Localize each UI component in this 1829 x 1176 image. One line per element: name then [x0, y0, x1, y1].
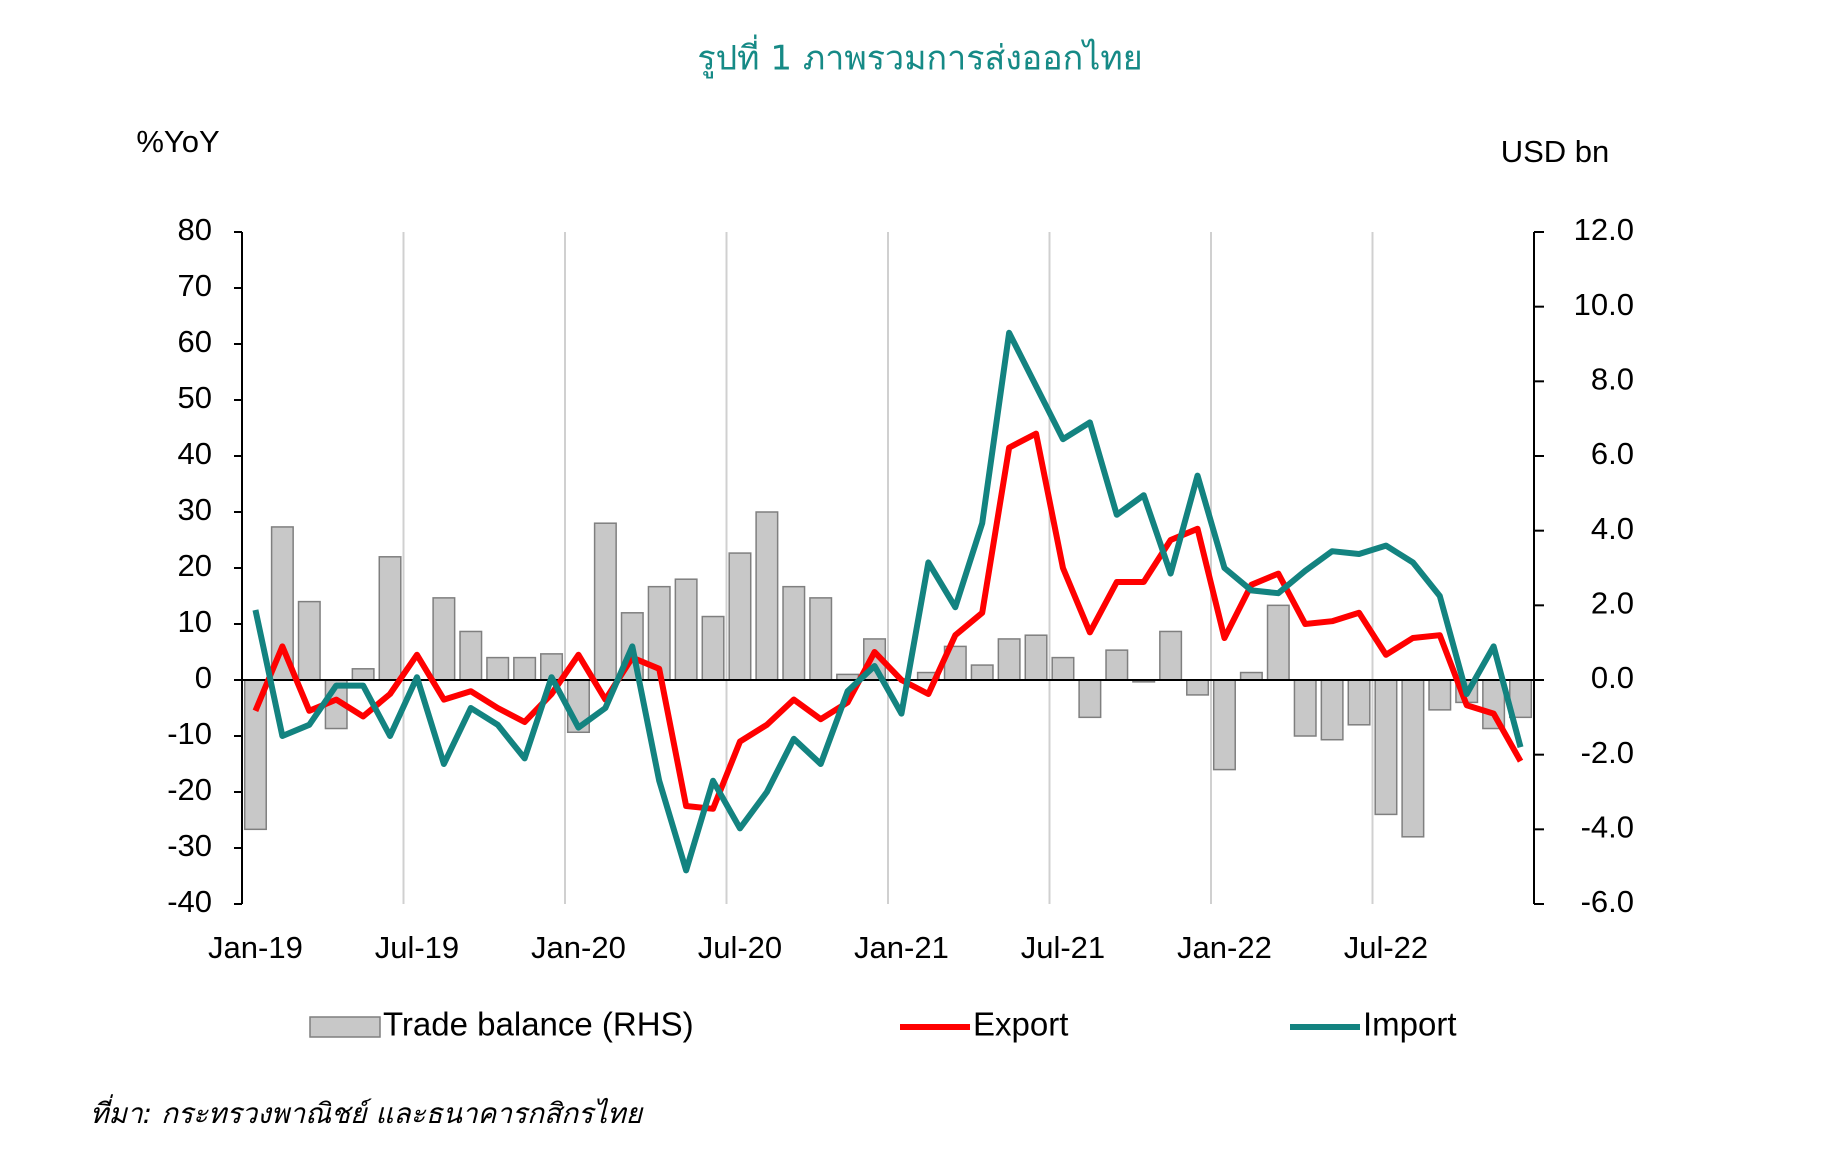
bar — [1212, 679, 1236, 771]
bar — [297, 600, 321, 681]
y-tick-label: -10 — [167, 716, 212, 751]
bar — [378, 556, 402, 681]
y2-tick-label: 10.0 — [1574, 287, 1634, 322]
y-tick-label: -30 — [167, 828, 212, 863]
bar — [1078, 679, 1102, 719]
x-tick-label: Jul-20 — [698, 930, 782, 965]
bar — [1293, 679, 1317, 737]
y2-axis-label: USD bn — [1501, 134, 1610, 169]
legend-label: Trade balance (RHS) — [383, 1006, 694, 1043]
bar — [459, 630, 483, 681]
y2-tick-label: 6.0 — [1591, 436, 1634, 471]
legend-label: Export — [973, 1006, 1068, 1043]
line-series — [252, 329, 1524, 874]
bar — [243, 679, 267, 831]
y-tick-label: 80 — [178, 212, 212, 247]
bar — [432, 597, 456, 681]
bar — [1159, 630, 1183, 681]
bar — [1266, 604, 1290, 681]
y2-tick-label: -4.0 — [1581, 810, 1634, 845]
y2-tick-label: -6.0 — [1581, 884, 1634, 919]
y-tick-label: 60 — [178, 324, 212, 359]
x-tick-label: Jan-19 — [208, 930, 303, 965]
bar — [1051, 656, 1075, 681]
x-tick-label: Jul-21 — [1021, 930, 1105, 965]
y-tick-label: -40 — [167, 884, 212, 919]
bar — [674, 578, 698, 681]
bar — [782, 585, 806, 681]
y-tick-label: -20 — [167, 772, 212, 807]
source-note: ที่มา: กระทรวงพาณิชย์ และธนาคารกสิกรไทย — [90, 1094, 644, 1130]
bar — [1320, 679, 1344, 741]
y-tick-label: 30 — [178, 492, 212, 527]
bar — [1186, 679, 1210, 696]
x-tick-label: Jan-22 — [1177, 930, 1272, 965]
y-tick-label: 50 — [178, 380, 212, 415]
line-series — [252, 430, 1524, 812]
y-axis-label: %YoY — [136, 124, 219, 159]
bar — [755, 511, 779, 681]
chart-title: รูปที่ 1 ภาพรวมการส่งออกไทย — [697, 35, 1142, 79]
bar — [1401, 679, 1425, 838]
bar — [1024, 634, 1048, 681]
x-tick-label: Jul-19 — [375, 930, 459, 965]
x-tick-label: Jan-21 — [854, 930, 949, 965]
y-tick-label: 10 — [178, 604, 212, 639]
y2-tick-label: -2.0 — [1581, 735, 1634, 770]
bar — [351, 668, 375, 681]
y-tick-label: 20 — [178, 548, 212, 583]
legend-swatch — [309, 1016, 381, 1038]
y2-tick-label: 12.0 — [1574, 212, 1634, 247]
bar — [1347, 679, 1371, 726]
y-tick-label: 70 — [178, 268, 212, 303]
y-tick-label: 0 — [195, 660, 212, 695]
legend-label: Import — [1363, 1006, 1457, 1043]
y2-tick-label: 2.0 — [1591, 586, 1634, 621]
y2-tick-label: 8.0 — [1591, 362, 1634, 397]
bar — [970, 664, 994, 681]
bar — [728, 552, 752, 681]
bar — [1105, 649, 1129, 681]
y2-tick-label: 4.0 — [1591, 511, 1634, 546]
y2-tick-label: 0.0 — [1591, 660, 1634, 695]
bar — [513, 656, 537, 681]
y-tick-label: 40 — [178, 436, 212, 471]
bar — [486, 656, 510, 681]
x-tick-label: Jan-20 — [531, 930, 626, 965]
bar — [593, 522, 617, 681]
bar — [1374, 679, 1398, 816]
bar — [809, 597, 833, 681]
bar — [701, 615, 725, 681]
x-tick-label: Jul-22 — [1344, 930, 1428, 965]
bar — [1428, 679, 1452, 711]
bar — [1239, 671, 1263, 681]
bar — [997, 638, 1021, 681]
